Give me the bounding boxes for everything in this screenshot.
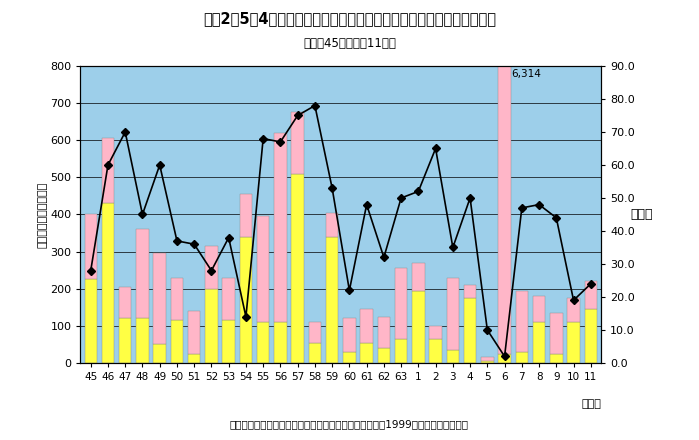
Bar (377, 348, 390, 363)
Text: 6,314: 6,314 (512, 69, 541, 79)
Bar (240, 194, 252, 237)
Bar (568, 298, 579, 322)
Bar (550, 354, 563, 363)
Bar (222, 320, 235, 363)
Bar (429, 326, 442, 339)
Bar (568, 322, 579, 363)
Bar (412, 263, 424, 290)
Bar (136, 319, 149, 363)
Bar (343, 352, 356, 363)
Bar (154, 345, 166, 363)
Bar (395, 268, 408, 339)
Bar (291, 174, 304, 363)
Bar (498, 57, 511, 354)
Bar (274, 133, 287, 322)
Bar (326, 213, 338, 237)
Bar (584, 281, 597, 309)
Bar (447, 350, 459, 363)
Bar (361, 309, 373, 343)
Bar (240, 237, 252, 363)
Bar (481, 361, 493, 363)
Bar (412, 290, 424, 363)
Bar (274, 322, 287, 363)
Bar (206, 246, 217, 289)
Bar (343, 319, 356, 352)
Bar (464, 298, 476, 363)
Bar (102, 203, 114, 363)
Bar (171, 320, 183, 363)
Bar (395, 339, 408, 363)
Bar (481, 357, 493, 361)
Bar (119, 287, 131, 319)
Bar (188, 354, 201, 363)
Text: （（財）砂防・地すべり技術センター「土砂災害の実態1999」より内閣府作成）: （（財）砂防・地すべり技術センター「土砂災害の実態1999」より内閣府作成） (230, 419, 469, 429)
Bar (498, 354, 511, 363)
Bar (85, 279, 97, 363)
Bar (464, 285, 476, 298)
Bar (361, 343, 373, 363)
Bar (291, 112, 304, 174)
Bar (309, 343, 321, 363)
Bar (326, 237, 338, 363)
Bar (550, 313, 563, 354)
Bar (171, 278, 183, 320)
Bar (533, 322, 545, 363)
Bar (85, 214, 97, 279)
Y-axis label: （％）: （％） (630, 208, 653, 221)
Bar (533, 296, 545, 322)
Text: （図2－5－4）　自然災害による死者・行方不明者の原因別状況の割合: （図2－5－4） 自然災害による死者・行方不明者の原因別状況の割合 (203, 11, 496, 26)
Text: （年）: （年） (582, 399, 601, 409)
Bar (429, 339, 442, 363)
Y-axis label: 死者行方不明者（人）: 死者行方不明者（人） (38, 181, 48, 248)
Bar (206, 289, 217, 363)
Bar (516, 352, 528, 363)
Bar (257, 322, 269, 363)
Bar (447, 278, 459, 350)
Bar (136, 229, 149, 319)
Bar (119, 319, 131, 363)
Bar (516, 290, 528, 352)
Bar (222, 278, 235, 320)
Text: （昭和45年～平成11年）: （昭和45年～平成11年） (303, 37, 396, 51)
Bar (584, 309, 597, 363)
Bar (188, 311, 201, 354)
Bar (257, 216, 269, 322)
Bar (377, 317, 390, 348)
Bar (309, 322, 321, 343)
Bar (154, 253, 166, 345)
Bar (102, 139, 114, 203)
